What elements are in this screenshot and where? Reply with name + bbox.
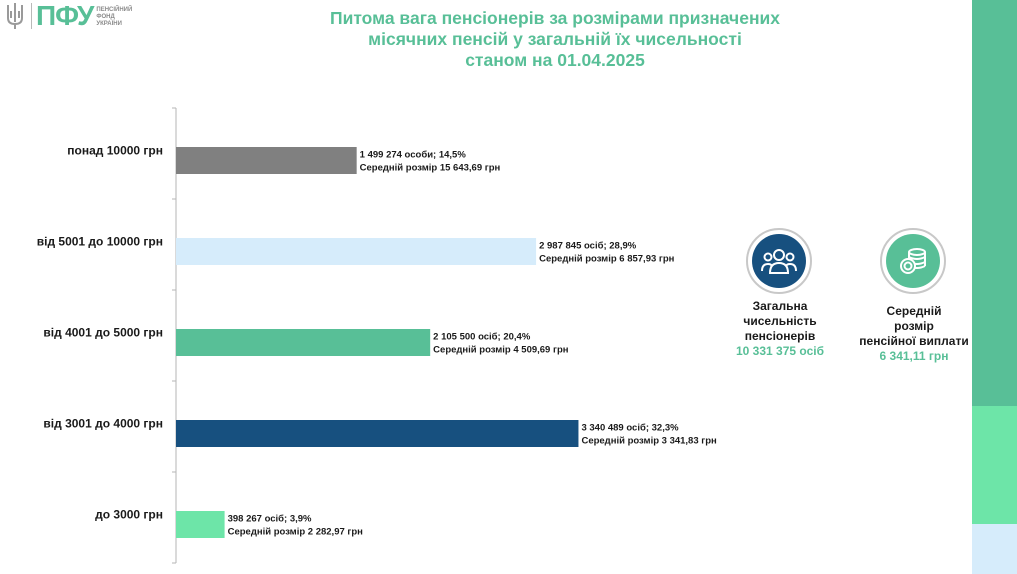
data-label: 2 105 500 осіб; 20,4%	[433, 332, 531, 343]
data-label: 398 267 осіб; 3,9%	[228, 514, 312, 525]
logo-divider	[31, 3, 32, 29]
people-icon	[761, 249, 797, 274]
category-label: до 3000 грн	[95, 508, 163, 522]
category-label: від 3001 до 4000 грн	[43, 417, 163, 431]
category-label: понад 10000 грн	[67, 144, 163, 158]
data-label: Середній розмір 6 857,93 грн	[539, 254, 675, 265]
data-label: 1 499 274 особи; 14,5%	[360, 150, 467, 161]
category-label: від 5001 до 10000 грн	[37, 235, 163, 249]
total-value: 10 331 375 осіб	[736, 344, 824, 358]
logo-subtext: ПЕНСІЙНИЙ ФОНД УКРАЇНИ	[96, 6, 133, 27]
data-label: Середній розмір 4 509,69 грн	[433, 345, 569, 356]
data-label: Середній розмір 3 341,83 грн	[581, 436, 717, 447]
chart-title: Питома вага пенсіонерів за розмірами при…	[290, 8, 820, 71]
average-value: 6 341,11 грн	[879, 349, 949, 363]
title-line-2: місячних пенсій у загальній їх чисельнос…	[368, 29, 742, 49]
bar	[176, 147, 357, 174]
category-label: від 4001 до 5000 грн	[43, 326, 163, 340]
bar	[176, 511, 225, 538]
data-label: 2 987 845 осіб; 28,9%	[539, 241, 637, 252]
average-circle	[880, 228, 946, 294]
bar	[176, 329, 431, 356]
coins-icon	[900, 248, 926, 274]
title-line-1: Питома вага пенсіонерів за розмірами при…	[329, 8, 781, 28]
total-circle	[746, 228, 812, 294]
data-label: Середній розмір 15 643,69 грн	[360, 163, 501, 174]
logo-text: ПФУ	[36, 0, 94, 31]
trident-icon	[7, 3, 23, 29]
decor-stripe-green	[972, 0, 1017, 406]
bar	[176, 238, 537, 265]
decor-stripe-lightblue	[972, 524, 1017, 574]
data-label: Середній розмір 2 282,97 грн	[228, 527, 364, 538]
data-label: 3 340 489 осіб; 32,3%	[581, 423, 679, 434]
bar	[176, 420, 579, 447]
title-line-3: станом на 01.04.2025	[465, 50, 645, 70]
pfu-logo: ПФУ ПЕНСІЙНИЙ ФОНД УКРАЇНИ	[4, 2, 132, 30]
decor-stripe-mint	[972, 406, 1017, 524]
average-stat: Середній розмір пенсійної виплати 6 341,…	[844, 304, 984, 364]
total-stat: Загальна чисельність пенсіонерів 10 331 …	[710, 299, 850, 359]
bar-chart: понад 10000 грн 1 499 274 особи; 14,5% Сер…	[37, 107, 717, 564]
